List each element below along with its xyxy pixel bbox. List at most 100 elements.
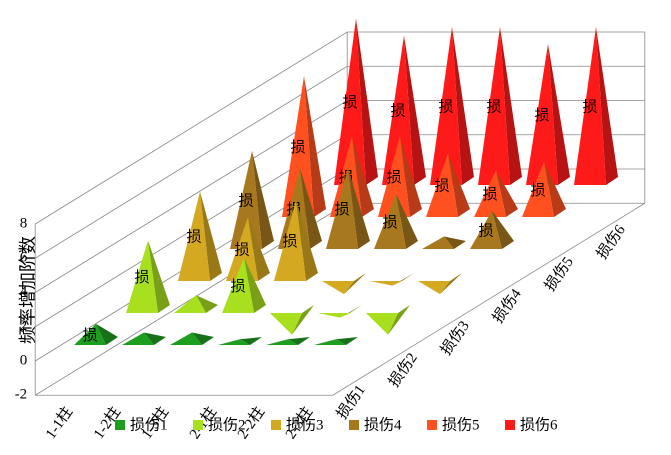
pyramid xyxy=(478,26,522,185)
pyramid-side xyxy=(452,26,474,185)
pyramid-front xyxy=(526,44,558,185)
pyramid xyxy=(526,44,570,185)
pyramid-side xyxy=(336,337,358,345)
data-label: 损 xyxy=(186,229,201,246)
pyramid-side xyxy=(388,305,410,335)
legend-swatch xyxy=(193,420,203,430)
axis-line xyxy=(332,202,646,396)
pyramid-front xyxy=(270,313,302,335)
legend-swatch xyxy=(427,420,437,430)
pyramid-front xyxy=(374,193,406,249)
pyramid-front xyxy=(378,135,410,217)
legend-label: 损伤3 xyxy=(286,416,324,433)
data-label: 损 xyxy=(230,278,245,295)
pyramid-side xyxy=(544,161,566,217)
pyramid xyxy=(230,150,274,249)
pyramid xyxy=(374,193,418,249)
pyramid-front xyxy=(470,210,502,249)
pyramid-side xyxy=(440,273,462,295)
pyramid-side xyxy=(292,305,314,335)
pyramid-front xyxy=(426,153,458,217)
y-tick-label: -2 xyxy=(15,387,28,403)
legend-swatch xyxy=(115,420,125,430)
depth-tick-label: 损伤6 xyxy=(593,221,629,262)
depth-tick-label: 损伤1 xyxy=(333,382,368,422)
pyramid xyxy=(326,167,370,249)
pyramid xyxy=(426,153,470,217)
pyramid-front xyxy=(226,217,258,281)
pyramid-side xyxy=(200,191,222,281)
pyramid-side xyxy=(448,153,470,217)
pyramid xyxy=(470,210,514,249)
pyramid xyxy=(266,337,310,345)
pyramid-front xyxy=(74,323,106,345)
pyramid xyxy=(474,170,518,217)
pyramid-side xyxy=(444,236,466,249)
y-axis-title: 频率增加阶数 xyxy=(18,236,38,344)
legend-label: 损伤5 xyxy=(442,416,480,433)
pyramid xyxy=(314,337,358,345)
data-label: 损 xyxy=(290,139,305,156)
pyramid xyxy=(174,295,218,313)
data-label: 损 xyxy=(434,177,449,194)
pyramid-side xyxy=(356,18,378,185)
pyramid-front xyxy=(334,18,366,185)
pyramid-side xyxy=(288,337,310,345)
pyramid xyxy=(282,76,326,217)
pyramid-side xyxy=(548,44,570,185)
depth-tick-label: 损伤5 xyxy=(541,254,576,294)
pyramid-side xyxy=(348,167,370,249)
pyramid-side xyxy=(192,332,214,345)
pyramid xyxy=(382,35,426,185)
pyramid-side xyxy=(500,26,522,185)
pyramid-side xyxy=(596,26,618,185)
pyramid-side xyxy=(344,273,366,295)
pyramid-side xyxy=(400,135,422,217)
pyramid-side xyxy=(252,150,274,249)
pyramid-front xyxy=(474,170,506,217)
data-label: 损 xyxy=(482,186,497,203)
data-label: 损 xyxy=(234,241,249,258)
pyramid-side xyxy=(304,76,326,217)
pyramid-front xyxy=(122,332,154,345)
pyramid xyxy=(270,305,314,335)
pyramid xyxy=(178,191,222,281)
data-label: 损 xyxy=(438,98,453,115)
pyramid-front xyxy=(222,257,254,313)
pyramid xyxy=(378,135,422,217)
pyramid-front xyxy=(274,199,306,281)
legend-label: 损伤1 xyxy=(130,416,168,433)
depth-tick-label: 损伤4 xyxy=(489,285,525,326)
pyramid-front xyxy=(430,26,462,185)
pyramid-front xyxy=(478,26,510,185)
pyramid xyxy=(318,305,362,318)
depth-tick-label: 损伤2 xyxy=(385,350,420,390)
pyramid xyxy=(366,305,410,335)
data-label: 损 xyxy=(382,214,397,231)
pyramid-front xyxy=(126,240,158,313)
pyramid-side xyxy=(96,323,118,345)
pyramid-side xyxy=(248,217,270,281)
pyramid-side xyxy=(296,199,318,281)
pyramid-front xyxy=(422,236,454,249)
pyramid-front xyxy=(370,281,402,286)
legend-swatch xyxy=(271,420,281,430)
pyramid xyxy=(370,273,414,286)
pyramid xyxy=(422,236,466,249)
pyramid-front xyxy=(322,281,354,295)
pyramid-side xyxy=(352,135,374,217)
pyramid-side xyxy=(396,193,418,249)
pyramid xyxy=(522,161,566,217)
data-label: 损 xyxy=(334,201,349,218)
y-tick-label: 0 xyxy=(20,352,28,368)
pyramid-side xyxy=(144,332,166,345)
pyramid-front xyxy=(522,161,554,217)
y-tick-label: 8 xyxy=(20,215,28,231)
data-label: 损 xyxy=(390,103,405,120)
pyramid-front xyxy=(326,167,358,249)
y-tick-label: 4 xyxy=(20,284,28,300)
legend-label: 损伤6 xyxy=(520,416,558,433)
data-label: 损 xyxy=(342,94,357,111)
y-tick-label: 2 xyxy=(20,318,28,334)
